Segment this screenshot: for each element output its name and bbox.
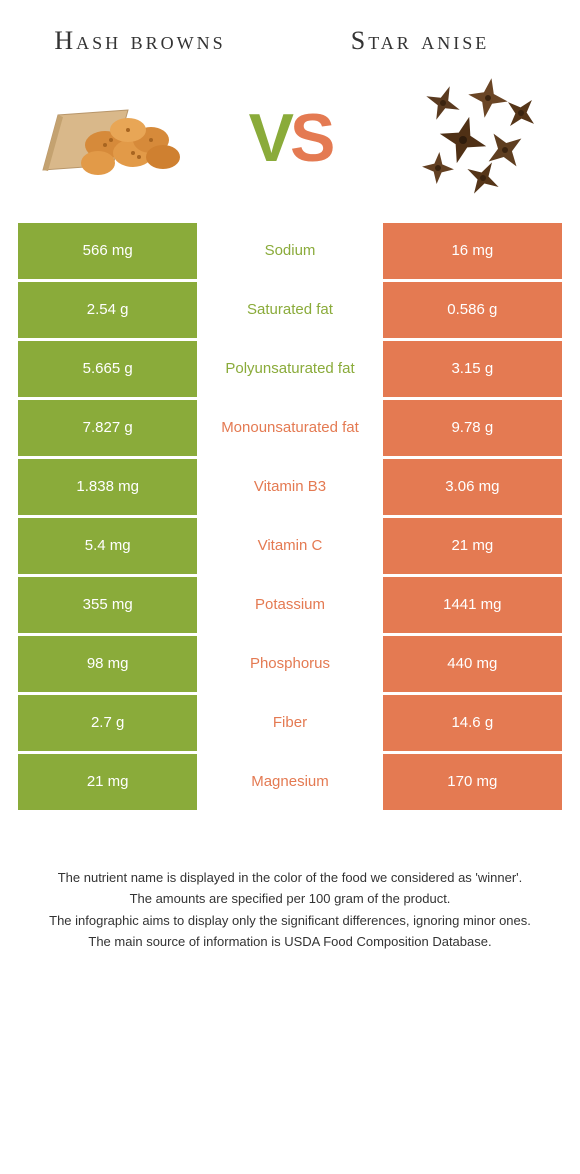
table-row: 2.54 gSaturated fat0.586 g (18, 282, 562, 338)
nutrient-label: Vitamin C (200, 518, 379, 574)
comparison-table: 566 mgSodium16 mg2.54 gSaturated fat0.58… (0, 223, 580, 813)
right-value: 0.586 g (383, 282, 562, 338)
footnote-line: The amounts are specified per 100 gram o… (30, 889, 550, 909)
table-row: 21 mgMagnesium170 mg (18, 754, 562, 810)
nutrient-label: Fiber (200, 695, 379, 751)
left-value: 1.838 mg (18, 459, 197, 515)
left-food-title: Hash browns (50, 25, 230, 58)
right-value: 440 mg (383, 636, 562, 692)
images-row: VS (0, 68, 580, 223)
left-value: 5.665 g (18, 341, 197, 397)
header: Hash browns Star anise (0, 0, 580, 68)
nutrient-label: Polyunsaturated fat (200, 341, 379, 397)
table-row: 98 mgPhosphorus440 mg (18, 636, 562, 692)
left-value: 5.4 mg (18, 518, 197, 574)
footnote-line: The infographic aims to display only the… (30, 911, 550, 931)
left-value: 98 mg (18, 636, 197, 692)
footnote-line: The main source of information is USDA F… (30, 932, 550, 952)
left-value: 2.54 g (18, 282, 197, 338)
vs-v: V (249, 100, 290, 176)
footnote-line: The nutrient name is displayed in the co… (30, 868, 550, 888)
footnotes: The nutrient name is displayed in the co… (0, 868, 580, 954)
right-value: 21 mg (383, 518, 562, 574)
right-food-image (390, 78, 550, 198)
right-food-title: Star anise (310, 25, 530, 58)
right-value: 14.6 g (383, 695, 562, 751)
left-value: 355 mg (18, 577, 197, 633)
right-value: 170 mg (383, 754, 562, 810)
nutrient-label: Magnesium (200, 754, 379, 810)
nutrient-label: Potassium (200, 577, 379, 633)
right-value: 9.78 g (383, 400, 562, 456)
table-row: 7.827 gMonounsaturated fat9.78 g (18, 400, 562, 456)
vs-s: S (290, 100, 331, 176)
table-row: 566 mgSodium16 mg (18, 223, 562, 279)
right-value: 16 mg (383, 223, 562, 279)
nutrient-label: Sodium (200, 223, 379, 279)
table-row: 355 mgPotassium1441 mg (18, 577, 562, 633)
table-row: 2.7 gFiber14.6 g (18, 695, 562, 751)
nutrient-label: Phosphorus (200, 636, 379, 692)
table-row: 5.4 mgVitamin C21 mg (18, 518, 562, 574)
right-value: 3.15 g (383, 341, 562, 397)
left-food-image (30, 78, 190, 198)
left-value: 2.7 g (18, 695, 197, 751)
nutrient-label: Vitamin B3 (200, 459, 379, 515)
nutrient-label: Monounsaturated fat (200, 400, 379, 456)
left-value: 7.827 g (18, 400, 197, 456)
table-row: 1.838 mgVitamin B33.06 mg (18, 459, 562, 515)
table-row: 5.665 gPolyunsaturated fat3.15 g (18, 341, 562, 397)
nutrient-label: Saturated fat (200, 282, 379, 338)
right-value: 1441 mg (383, 577, 562, 633)
left-value: 21 mg (18, 754, 197, 810)
right-value: 3.06 mg (383, 459, 562, 515)
vs-label: VS (249, 99, 332, 177)
left-value: 566 mg (18, 223, 197, 279)
